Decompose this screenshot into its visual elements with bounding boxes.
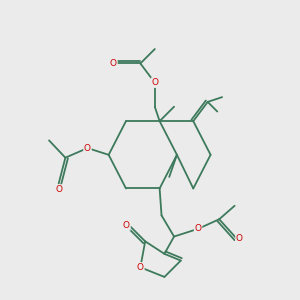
Text: O: O <box>195 224 202 233</box>
Text: O: O <box>84 144 91 153</box>
Text: O: O <box>110 59 117 68</box>
Text: O: O <box>123 221 130 230</box>
Text: O: O <box>55 185 62 194</box>
Text: O: O <box>151 78 158 87</box>
Text: O: O <box>236 234 243 243</box>
Text: O: O <box>137 263 144 272</box>
